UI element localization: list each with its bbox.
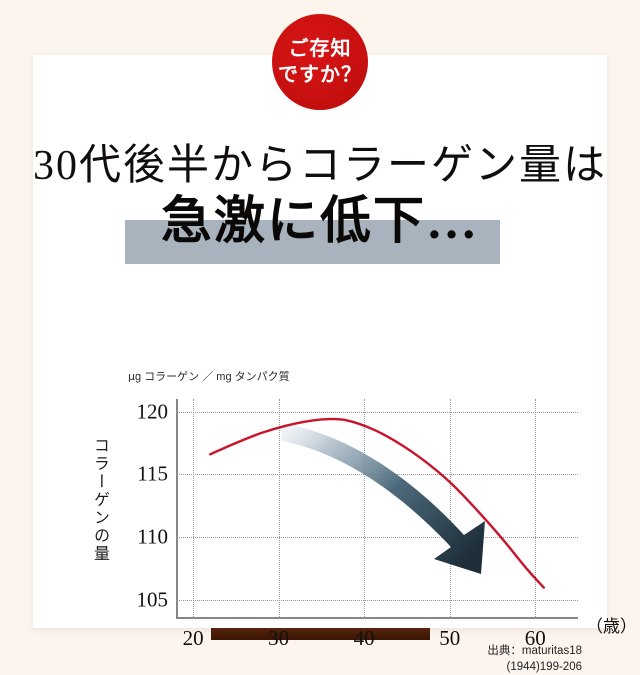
did-you-know-badge: ご存知 ですか？: [272, 14, 368, 110]
headline-line-1: 30代後半からコラーゲン量は: [32, 143, 607, 189]
gridline-horizontal: [176, 600, 578, 602]
source-citation: 出典：maturitas18 (1944)199-206: [487, 643, 582, 675]
x-tick-label: 40: [353, 626, 375, 650]
headline-line-2-wrapper: 急激に低下…: [0, 194, 640, 265]
y-tick-label: 110: [137, 524, 168, 549]
source-line-2: (1944)199-206: [506, 661, 582, 674]
content-card: μg コラーゲン ／ mg タンパク質 コラーゲンの量 105 110 115 120…: [33, 55, 637, 673]
y-axis-title: コラーゲンの量: [91, 437, 108, 563]
x-tick-label: 50: [439, 626, 461, 650]
chart-plot-area: 105 110 115 120 20 30 40 50 60: [137, 399, 578, 650]
decline-arrow-icon: [280, 423, 485, 574]
x-axis-line: [176, 617, 578, 619]
badge-line-2: ですか？: [278, 64, 362, 86]
collagen-curve: [209, 417, 545, 589]
headline-line-2: 急激に低下…: [160, 194, 479, 251]
gridline-horizontal: [176, 411, 578, 413]
chart-unit-label: μg コラーゲン ／ mg タンパク質: [128, 368, 290, 384]
gridline-vertical: [278, 399, 280, 619]
source-line-1: 出典：maturitas18: [487, 645, 582, 657]
y-tick-label: 105: [136, 587, 169, 612]
headline-highlight-bar: [125, 220, 500, 265]
gridline-vertical: [449, 399, 451, 619]
gridline-vertical: [193, 399, 195, 619]
gridline-horizontal: [176, 537, 578, 539]
x-axis-unit-label: （歳）: [586, 617, 637, 636]
headline-block: 30代後半からコラーゲン量は 急激に低下…: [0, 142, 640, 265]
gridline-vertical: [535, 399, 537, 619]
y-tick-label: 115: [137, 461, 168, 486]
badge-line-1: ご存知: [288, 37, 352, 60]
y-tick-label: 120: [136, 399, 169, 424]
y-axis-line: [176, 399, 178, 619]
micro-symbol: μ: [128, 370, 135, 383]
x-tick-label: 20: [182, 626, 204, 650]
infographic-page: μg コラーゲン ／ mg タンパク質 コラーゲンの量 105 110 115 120…: [0, 14, 640, 674]
chart-unit-text: g コラーゲン ／ mg タンパク質: [135, 371, 290, 383]
x-tick-label: 30: [268, 626, 290, 650]
gridline-vertical: [364, 399, 366, 619]
